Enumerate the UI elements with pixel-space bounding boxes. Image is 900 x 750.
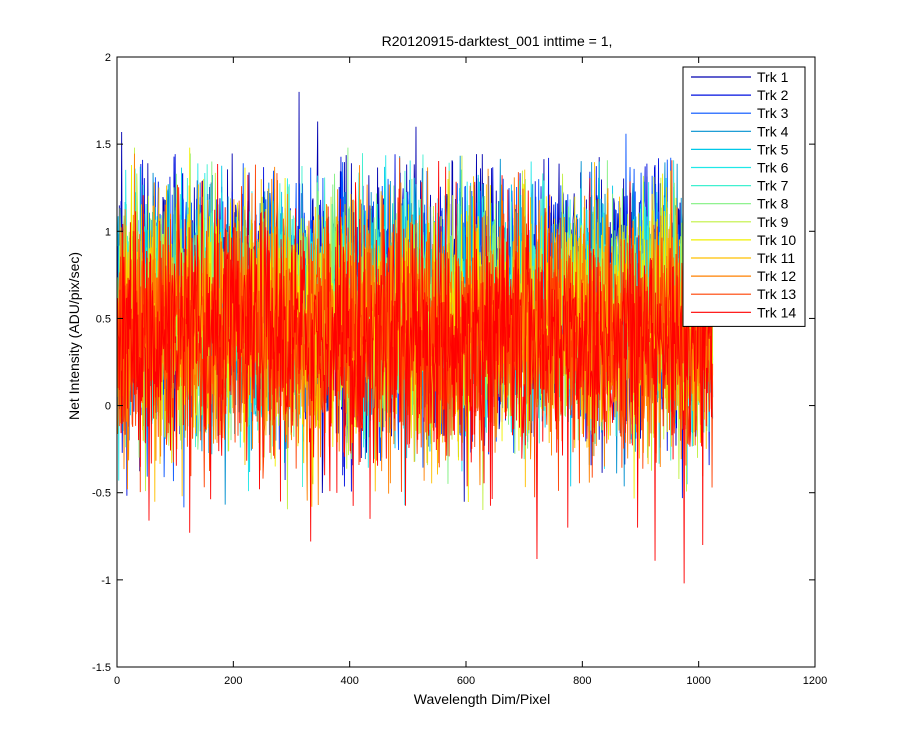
y-tick-label: 1 (105, 226, 111, 238)
legend: Trk 1 Trk 2 Trk 3 Trk 4 Trk 5 Trk 6 Trk 7 Trk 8… (682, 66, 806, 327)
x-axis-label: Wavelength Dim/Pixel (414, 691, 550, 707)
x-tick-label: 1200 (803, 675, 827, 687)
series-line-trk-14 (117, 160, 714, 584)
series-line-trk-12 (117, 153, 714, 506)
x-tick-label: 1000 (686, 675, 710, 687)
series-layer (117, 91, 714, 584)
legend-label-trk-14: Trk 14 (757, 304, 796, 320)
legend-label-trk-13: Trk 13 (757, 286, 796, 302)
legend-label-trk-5: Trk 5 (757, 141, 789, 157)
y-tick-label: 1.5 (96, 139, 111, 151)
y-tick-label: 0 (105, 401, 111, 413)
legend-label-trk-9: Trk 9 (757, 214, 789, 230)
chart-title: R20120915-darktest_001 inttime = 1, (382, 33, 613, 49)
x-tick-label: 400 (340, 675, 358, 687)
y-tick-label: -1 (101, 575, 111, 587)
legend-label-trk-11: Trk 11 (757, 250, 795, 266)
legend-label-trk-1: Trk 1 (757, 69, 789, 85)
x-tick-label: 0 (114, 675, 120, 687)
legend-label-trk-6: Trk 6 (757, 160, 789, 176)
x-tick-label: 200 (224, 675, 242, 687)
x-tick-label: 800 (573, 675, 591, 687)
y-tick-label: 0.5 (96, 313, 111, 325)
y-tick-label: -1.5 (92, 662, 111, 674)
legend-label-trk-12: Trk 12 (757, 268, 796, 284)
y-axis-label: Net Intensity (ADU/pix/sec) (66, 252, 82, 420)
legend-label-trk-4: Trk 4 (757, 123, 789, 139)
y-tick-label: -0.5 (92, 488, 111, 500)
legend-label-trk-7: Trk 7 (757, 178, 789, 194)
legend-box (682, 66, 806, 327)
x-tick-label: 600 (457, 675, 475, 687)
y-tick-label: 2 (105, 52, 111, 64)
legend-label-trk-2: Trk 2 (757, 87, 789, 103)
legend-label-trk-3: Trk 3 (757, 105, 789, 121)
legend-label-trk-8: Trk 8 (757, 196, 789, 212)
legend-label-trk-10: Trk 10 (757, 232, 796, 248)
ticks-layer: 0 200 400 600 800 1000 1200 -1.5 -1 -0.5 0 0.5 1 1.5 2 (92, 52, 827, 687)
